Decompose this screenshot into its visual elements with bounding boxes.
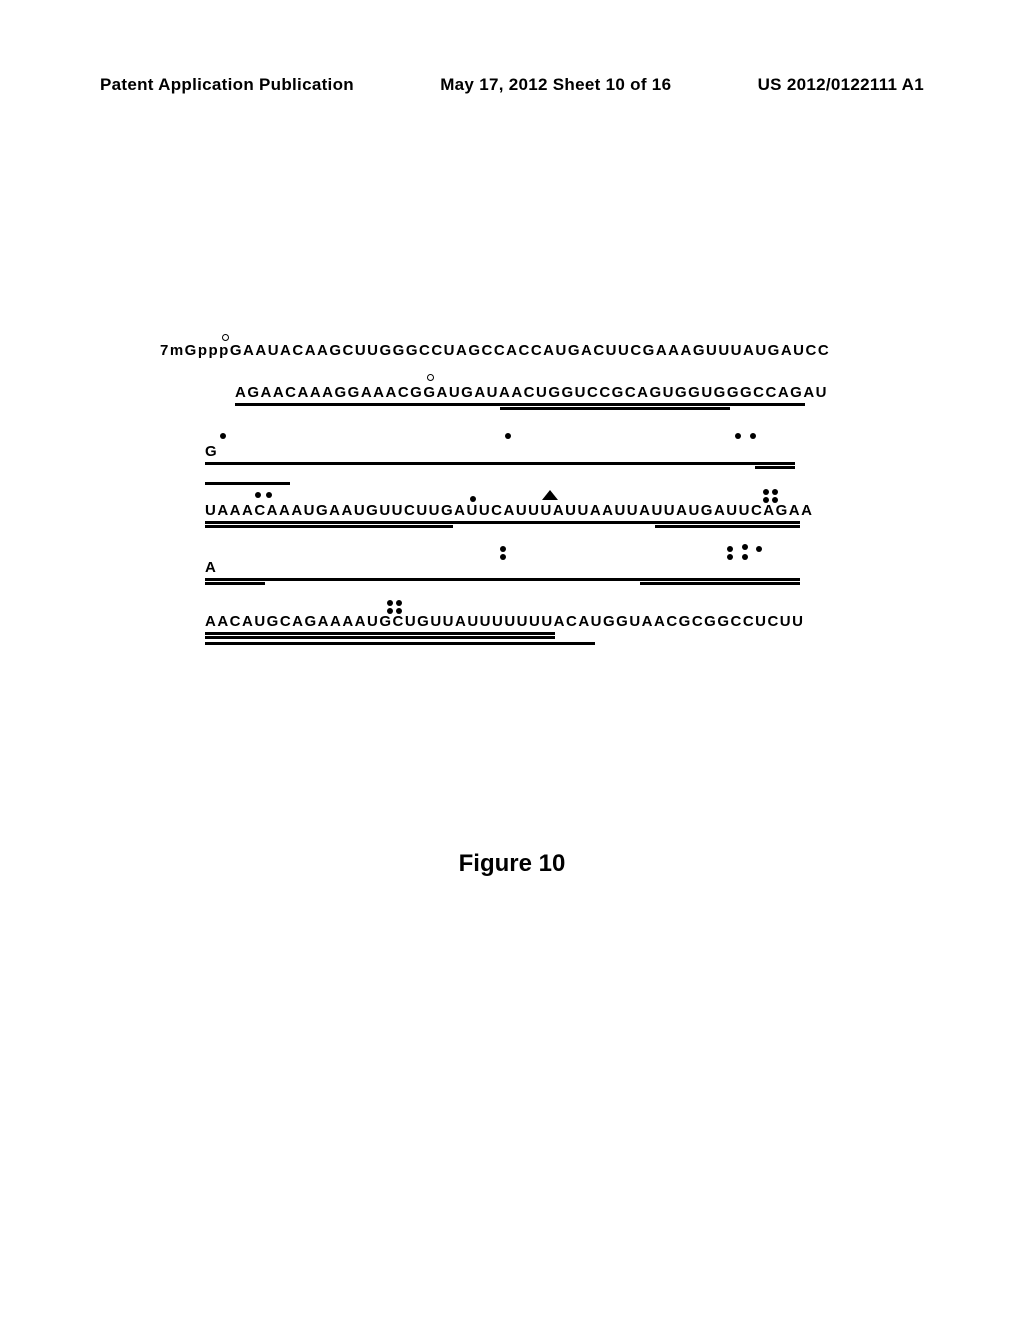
arrow-marker-icon	[542, 490, 558, 500]
sequence-2-text: AGAACAAAGGAAACGGAUGAUAACUGGUCCGCAGUGGUGG…	[235, 384, 850, 401]
underline-segment	[205, 482, 290, 485]
dot-marker-icon	[750, 433, 756, 439]
header-publication-type: Patent Application Publication	[100, 75, 354, 95]
circle-marker-icon	[222, 334, 229, 341]
dot-marker-icon	[266, 492, 272, 498]
header-date-sheet: May 17, 2012 Sheet 10 of 16	[440, 75, 671, 95]
sequence-diagram: 7mGpppGAAUACAAGCUUGGGCCUAGCCACCAUGACUUCG…	[180, 330, 850, 643]
underline-segment	[205, 462, 795, 465]
dot-marker-icon	[387, 600, 393, 606]
dot-marker-icon	[396, 600, 402, 606]
double-underline-segment	[205, 632, 555, 635]
dot-marker-icon	[500, 546, 506, 552]
underline-segment	[500, 407, 730, 410]
underline-segment	[205, 525, 453, 528]
sequence-4-text: UAAACAAAUGAAUGUUCUUGAUUCAUUUAUUAAUUAUUAU…	[205, 502, 850, 519]
double-underline-segment	[205, 636, 555, 639]
underline-segment	[205, 578, 800, 581]
underline-segment	[205, 642, 595, 645]
sequence-row-1: 7mGpppGAAUACAAGCUUGGGCCUAGCCACCAUGACUUCG…	[180, 330, 850, 360]
dot-marker-icon	[772, 489, 778, 495]
underline-segment	[205, 582, 265, 585]
sequence-row-2: AGAACAAAGGAAACGGAUGAUAACUGGUCCGCAGUGGUGG…	[180, 372, 850, 411]
sequence-3-text: G	[205, 443, 850, 460]
sequence-6-text: AACAUGCAGAAAAUGCUGUUAUUUUUUUACAUGGUAACGC…	[205, 613, 850, 630]
underline-segment	[640, 582, 800, 585]
header-patent-number: US 2012/0122111 A1	[758, 75, 924, 95]
dot-marker-icon	[255, 492, 261, 498]
dot-marker-icon	[756, 546, 762, 552]
figure-caption: Figure 10	[0, 850, 1024, 878]
underline-segment	[205, 521, 800, 524]
dot-marker-icon	[742, 544, 748, 550]
cap-prefix: 7mG	[160, 342, 198, 359]
sequence-row-5: A	[180, 547, 850, 586]
underline-segment	[755, 466, 795, 469]
sequence-1-text: GAAUACAAGCUUGGGCCUAGCCACCAUGACUUCGAAAGUU…	[230, 342, 830, 359]
sequence-row-6: AACAUGCAGAAAAUGCUGUUAUUUUUUUACAUGGUAACGC…	[180, 601, 850, 640]
sequence-row-3: G	[180, 431, 850, 470]
dot-marker-icon	[220, 433, 226, 439]
page-header: Patent Application Publication May 17, 2…	[100, 75, 924, 95]
dot-marker-icon	[505, 433, 511, 439]
underline-segment	[655, 525, 800, 528]
underline-segment	[235, 403, 805, 406]
dot-marker-icon	[763, 489, 769, 495]
cap-ppp: ppp	[198, 342, 230, 359]
sequence-5-text: A	[205, 559, 850, 576]
sequence-row-4: UAAACAAAUGAAUGUUCUUGAUUCAUUUAUUAAUUAUUAU…	[180, 482, 850, 529]
dot-marker-icon	[735, 433, 741, 439]
circle-marker-icon	[427, 374, 434, 381]
dot-marker-icon	[727, 546, 733, 552]
